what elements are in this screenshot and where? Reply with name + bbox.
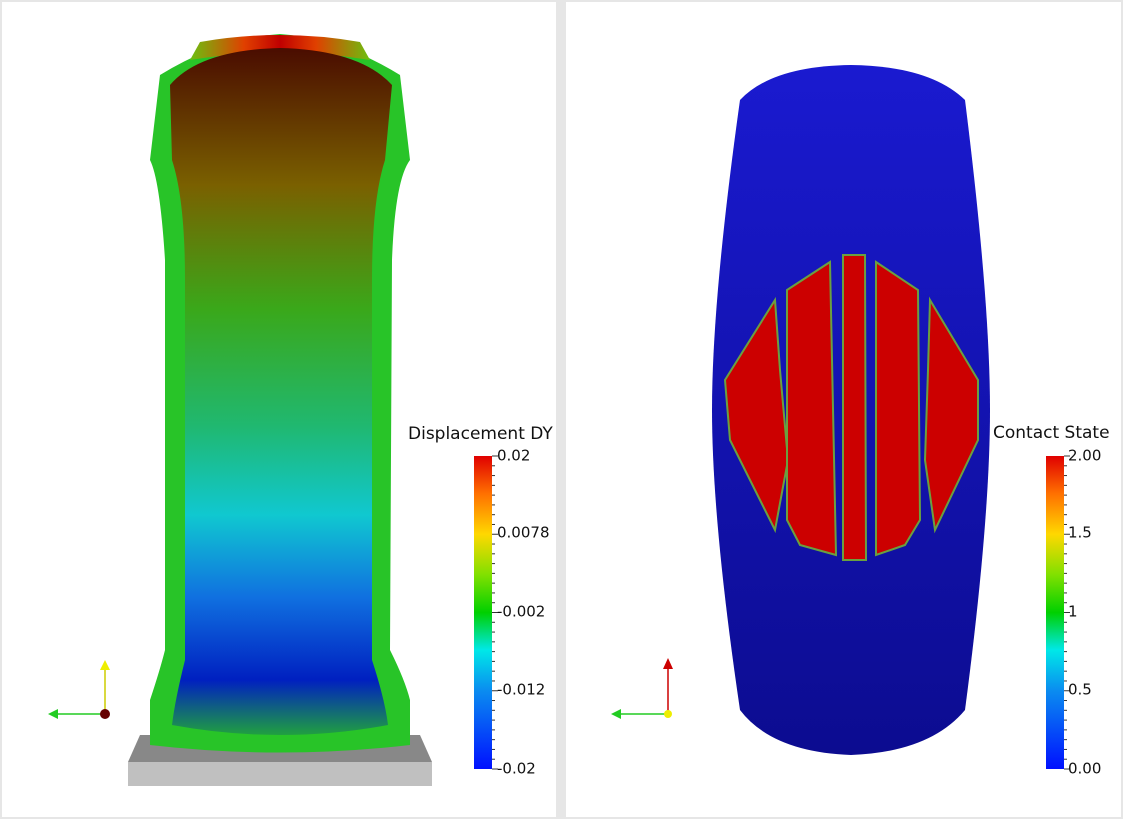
color-bar xyxy=(474,456,492,769)
ground-plate-side xyxy=(128,762,432,786)
legend-label: 0.02 xyxy=(497,447,530,465)
legend-label: -0.012 xyxy=(497,681,545,699)
legend-ticks xyxy=(492,455,498,770)
axis-arrow xyxy=(663,658,673,669)
axis-origin xyxy=(100,709,110,719)
legend-label: 0.00 xyxy=(1068,760,1101,778)
tire-cavity xyxy=(170,48,392,735)
legend-title: Contact State xyxy=(993,423,1110,443)
axis-arrow xyxy=(100,660,110,670)
axis-arrow xyxy=(611,709,621,719)
legend-title: Displacement DY xyxy=(408,424,553,444)
axis-origin xyxy=(664,710,672,718)
axis-arrow xyxy=(48,709,58,719)
legend-label: 1 xyxy=(1068,603,1078,621)
contact-patch xyxy=(723,254,979,561)
legend-ticks xyxy=(1064,455,1070,770)
legend-label: 2.00 xyxy=(1068,447,1101,465)
color-bar xyxy=(1046,456,1064,769)
legend-label: -0.002 xyxy=(497,603,545,621)
legend-label: 0.5 xyxy=(1068,681,1092,699)
legend-label: 1.5 xyxy=(1068,524,1092,542)
legend-label: 0.0078 xyxy=(497,524,550,542)
legend-label: -0.02 xyxy=(497,760,536,778)
